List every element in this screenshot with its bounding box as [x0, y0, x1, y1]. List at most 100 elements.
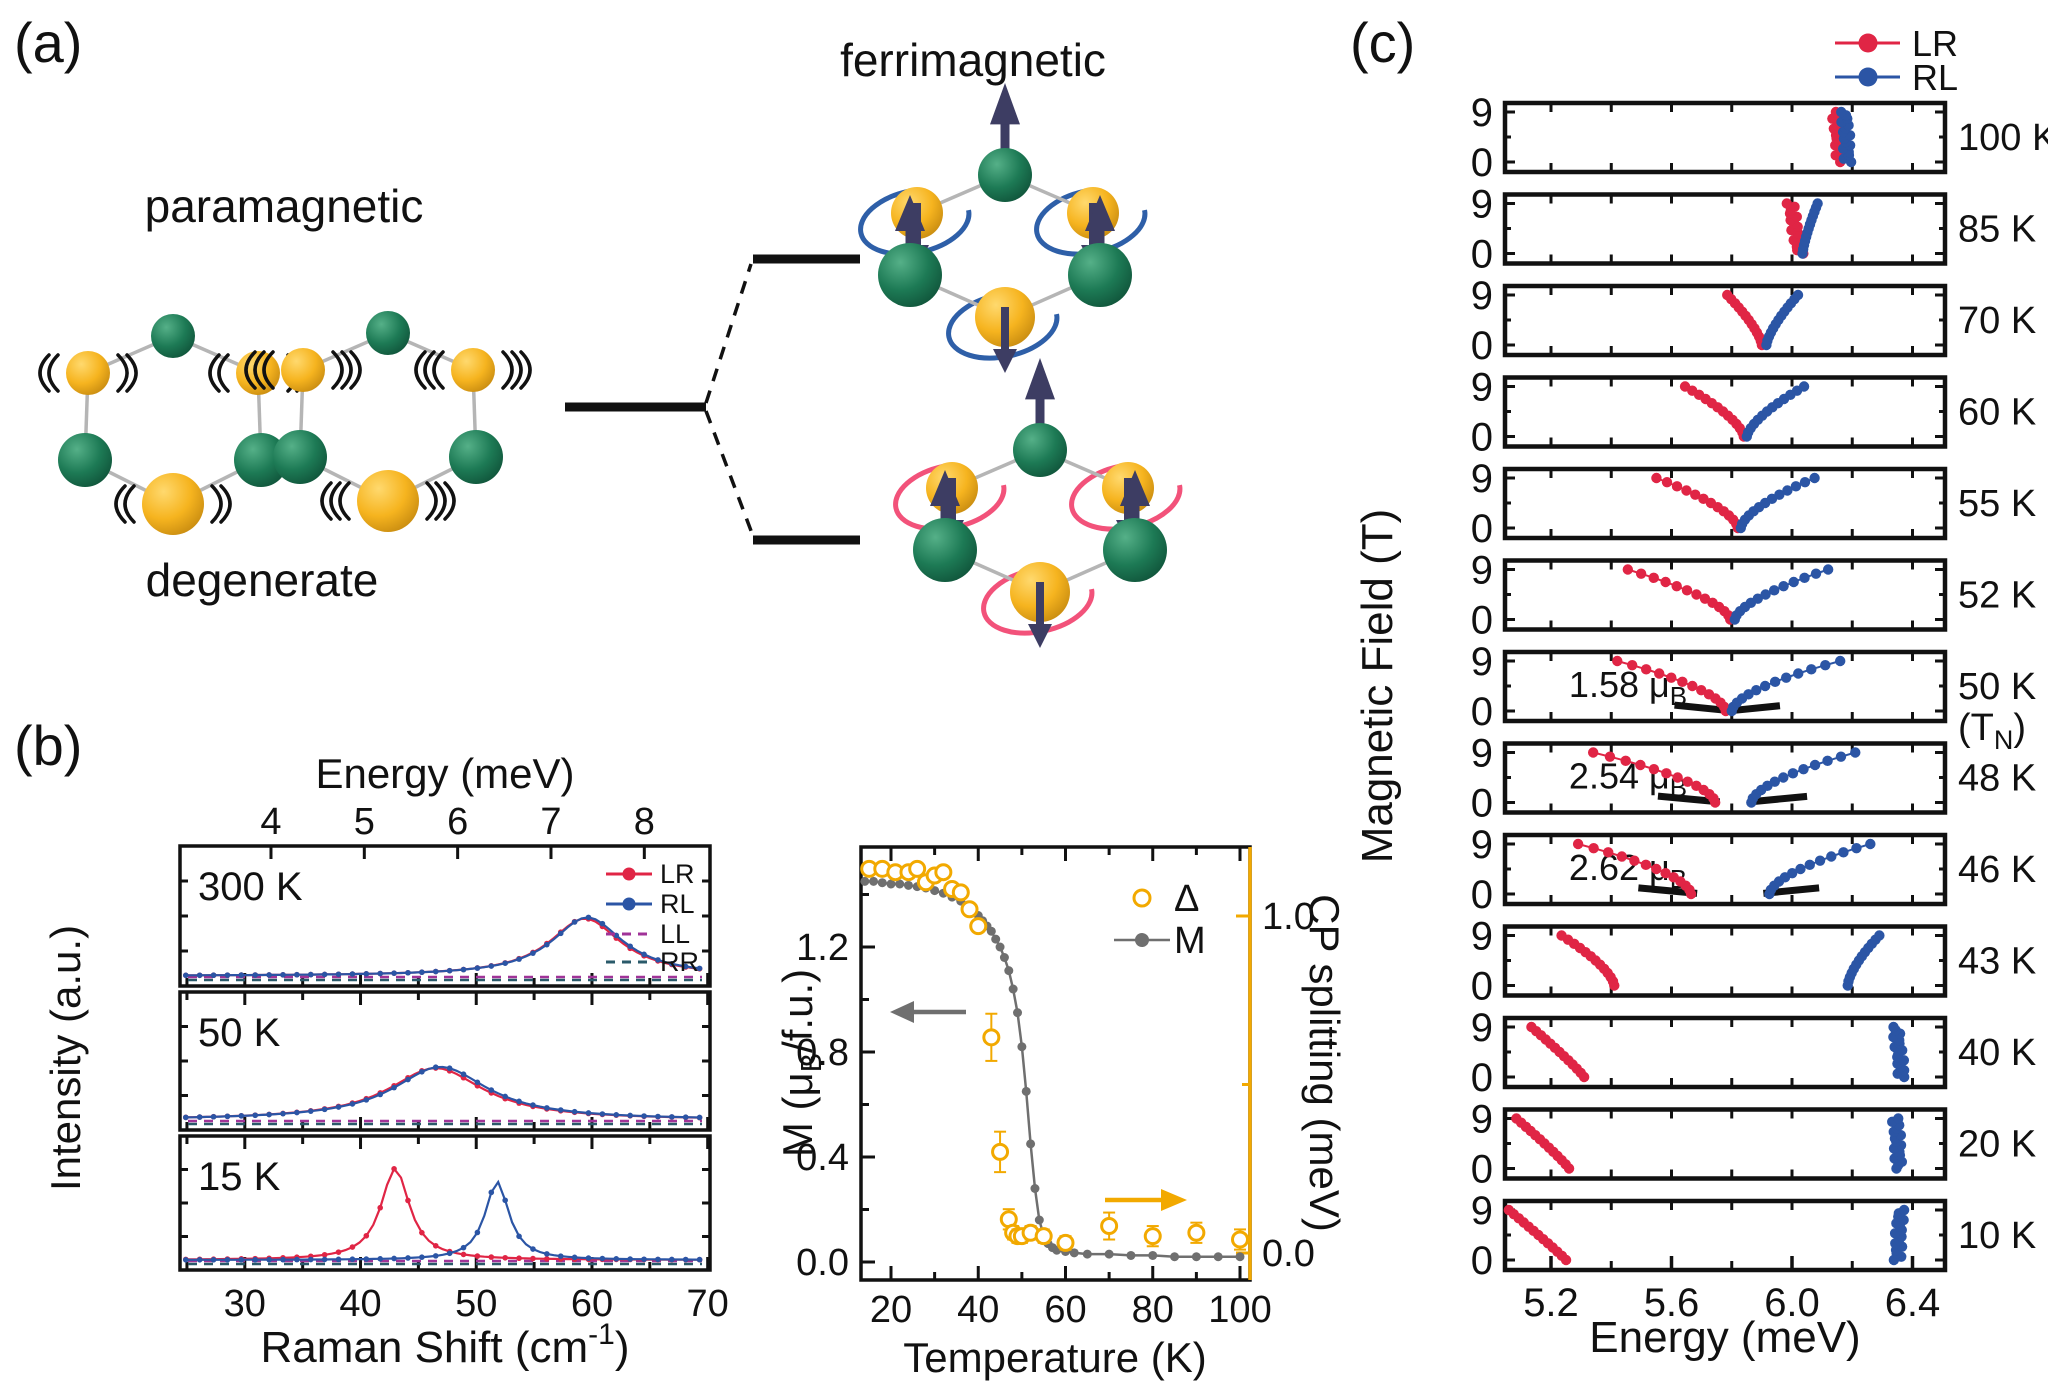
magnetization-chart: 20 40 60 80 100 0.0 0.4 0.8 1.2 0.0 1.0 Temperature…: [774, 845, 1348, 1381]
series-LR: [1622, 564, 1736, 625]
series-RL: [1836, 106, 1857, 168]
y-tick-0: 0: [1471, 141, 1493, 185]
spin-down-arrow: [993, 349, 1017, 373]
yellow-atom: [66, 351, 110, 395]
temp-label: 10 K: [1958, 1215, 2036, 1257]
yellow-atom: [281, 348, 325, 392]
series-Delta: [860, 859, 1249, 1252]
y-tick-0: 0: [1471, 507, 1493, 551]
top-tick-label: 6: [447, 801, 468, 843]
vibration-arc: [244, 350, 257, 390]
branch-dashed-upper: [704, 263, 753, 404]
field-panel-52K: 9 0 52 K: [1471, 549, 2036, 643]
temp-label: 60 K: [1958, 392, 2036, 434]
vibration-arc: [262, 350, 275, 390]
x-tick-label: 5.6: [1644, 1281, 1700, 1325]
y-tick-9: 9: [1471, 732, 1493, 776]
x-tick-label: 70: [687, 1283, 729, 1325]
field-panel-20K: 9 0 20 K: [1471, 1098, 2036, 1192]
raman-panel-300K: 300 K: [178, 844, 712, 988]
field-panel-50K: 9 0 50 K(TN) 1.58 μB: [1471, 640, 2036, 755]
ferrimagnetic-ring-up: [858, 83, 1148, 373]
vibration-arc: [443, 481, 456, 521]
left-arrow-head: [890, 1001, 914, 1023]
series-RL: [1888, 1204, 1910, 1266]
legend-label-RR: RR: [660, 947, 699, 977]
y-tick-0: 0: [1471, 1056, 1493, 1100]
green-atom: [978, 148, 1032, 202]
vibration-arc: [219, 484, 232, 524]
panel-temp-label: 15 K: [198, 1155, 281, 1199]
y-tick-0: 0: [1471, 1239, 1493, 1283]
series-RL: [1761, 289, 1804, 351]
spin-up-arrow: [895, 195, 925, 231]
panel-b-label: (b): [14, 714, 82, 777]
y-tick-9: 9: [1471, 640, 1493, 684]
temp-label: 85 K: [1958, 209, 2036, 251]
green-atom: [913, 518, 977, 582]
vibration-arc: [47, 353, 60, 393]
raman-xlabel: Raman Shift (cm-1): [261, 1318, 630, 1372]
paramagnetic-ring-1: [38, 314, 308, 535]
top-tick-label: 8: [634, 801, 655, 843]
y-tick-9: 9: [1471, 274, 1493, 318]
legend-label-RL: RL: [660, 889, 695, 919]
top-tick-label: 5: [354, 801, 375, 843]
panel-a-diagram: (a) paramagnetic degenerate ferrimagneti…: [14, 11, 1183, 648]
right-tick-label: 0.0: [1262, 1233, 1315, 1275]
field-panel-10K: 9 0 10 K: [1471, 1189, 2036, 1283]
y-tick-9: 9: [1471, 366, 1493, 410]
panel-c-label: (c): [1350, 11, 1415, 74]
top-tick-label: 4: [260, 801, 281, 843]
temp-label: 50 K: [1958, 666, 2036, 708]
raman-ylabel: Intensity (a.u.): [42, 925, 89, 1191]
left-tick-label: 0.0: [796, 1242, 849, 1284]
spin-up-arrow: [1120, 470, 1150, 506]
vibration-arc: [432, 350, 445, 390]
degenerate-label: degenerate: [146, 554, 379, 606]
series-RL: [1888, 1021, 1910, 1083]
vibration-arc: [116, 353, 129, 393]
series-RL: [1842, 930, 1885, 991]
fit-line: [1732, 702, 1781, 714]
legend-label-RL: RL: [1912, 57, 1958, 98]
yellow-atom: [142, 473, 204, 535]
x-tick-label: 40: [957, 1289, 999, 1331]
moment-annotation: 1.58 μB: [1569, 664, 1687, 711]
x-tick-label: 6.4: [1885, 1281, 1941, 1325]
x-tick-label: 40: [339, 1283, 381, 1325]
vibration-arc: [338, 481, 351, 521]
field-panel-60K: 9 0 60 K: [1471, 366, 2036, 460]
ferrimagnetic-ring-down: [893, 358, 1183, 648]
series-LR: [1556, 930, 1620, 991]
green-atom: [1068, 243, 1132, 307]
y-tick-9: 9: [1471, 183, 1493, 227]
series-LR: [1503, 1204, 1572, 1266]
series-RL: [1741, 381, 1810, 442]
vibration-arc: [114, 484, 127, 524]
mag-xlabel: Temperature (K): [903, 1334, 1206, 1381]
vibration-arc: [208, 353, 221, 393]
field-panel-70K: 9 0 70 K: [1471, 274, 2036, 368]
mag-left-ylabel: M (μB/f.u.): [774, 969, 828, 1157]
temp-label: 52 K: [1958, 575, 2036, 617]
series-RL: [182, 1064, 703, 1121]
series-RL: [1746, 747, 1861, 808]
y-tick-0: 0: [1471, 599, 1493, 643]
temp-label: 46 K: [1958, 849, 2036, 891]
spin-up-arrow: [1025, 358, 1055, 400]
spin-up-arrow: [1085, 195, 1115, 231]
x-tick-label: 20: [870, 1289, 912, 1331]
legend-label-M: M: [1174, 920, 1206, 962]
series-LR: [1572, 838, 1697, 900]
green-atom: [878, 243, 942, 307]
vibration-arc: [423, 350, 436, 390]
y-tick-0: 0: [1471, 324, 1493, 368]
top-axis-title: Energy (meV): [315, 750, 574, 797]
y-tick-9: 9: [1471, 91, 1493, 135]
field-xlabel: Energy (meV): [1589, 1313, 1860, 1362]
legend-label-LR: LR: [1912, 23, 1958, 64]
vibration-arc: [217, 353, 230, 393]
field-panel-85K: 9 0 85 K: [1471, 183, 2036, 277]
